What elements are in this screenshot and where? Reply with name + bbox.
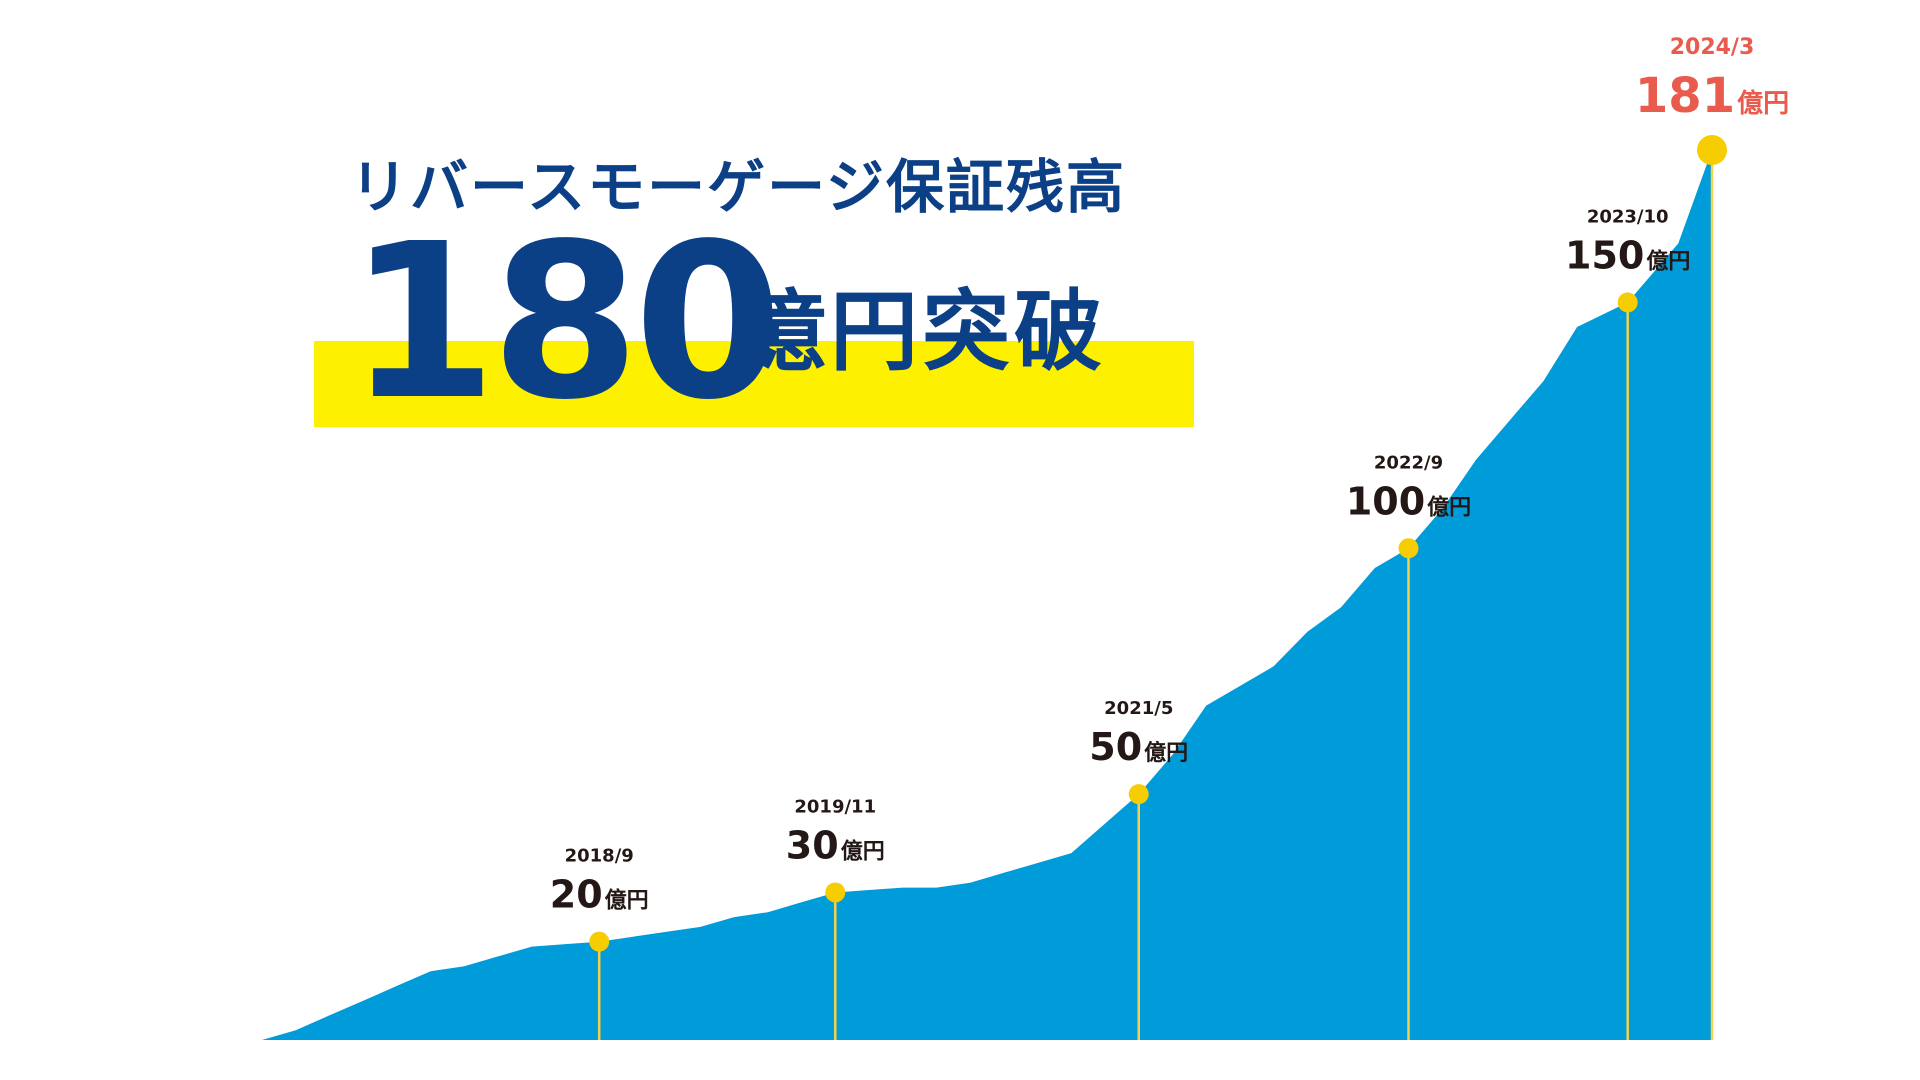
- milestone-date-label: 2023/10: [1587, 206, 1669, 227]
- headline-block: リバースモーゲージ保証残高 180 億円突破: [314, 120, 1214, 440]
- milestone-dot: [1617, 292, 1638, 313]
- milestone-dot: [1128, 784, 1149, 805]
- milestone-date-label: 2021/5: [1104, 698, 1173, 719]
- headline-suffix: 億円突破: [738, 280, 1107, 383]
- milestone-date-label: 2018/9: [565, 846, 634, 867]
- milestone-dot: [589, 931, 610, 952]
- milestone-dot: [1398, 538, 1419, 559]
- milestone-labels: 2018/9 20億円 2019/11 30億円 2021/5 50億円 2022/9 100…: [550, 35, 1789, 917]
- milestone-amount-label: 100億円: [1346, 479, 1471, 523]
- headline-value: 180: [348, 198, 783, 447]
- milestone-date-label: 2019/11: [794, 796, 876, 817]
- chart-headline: リバースモーゲージ保証残高: [350, 153, 1126, 221]
- milestone-date-label: 2022/9: [1374, 452, 1443, 473]
- balance-area: [262, 150, 1712, 1040]
- milestone-amount-label: 181億円: [1635, 68, 1789, 124]
- milestone-amount-label: 30億円: [786, 823, 885, 867]
- milestone-amount-label: 50億円: [1089, 725, 1188, 769]
- milestone-dot: [1697, 135, 1727, 165]
- milestone-amount-label: 150億円: [1565, 233, 1690, 277]
- milestone-date-label: 2024/3: [1670, 35, 1755, 60]
- milestone-lines: [597, 150, 1714, 1040]
- milestone-dots: [589, 135, 1727, 952]
- highlight-band: [314, 341, 1194, 427]
- milestone-dot: [825, 882, 846, 903]
- milestone-amount-label: 20億円: [550, 873, 649, 917]
